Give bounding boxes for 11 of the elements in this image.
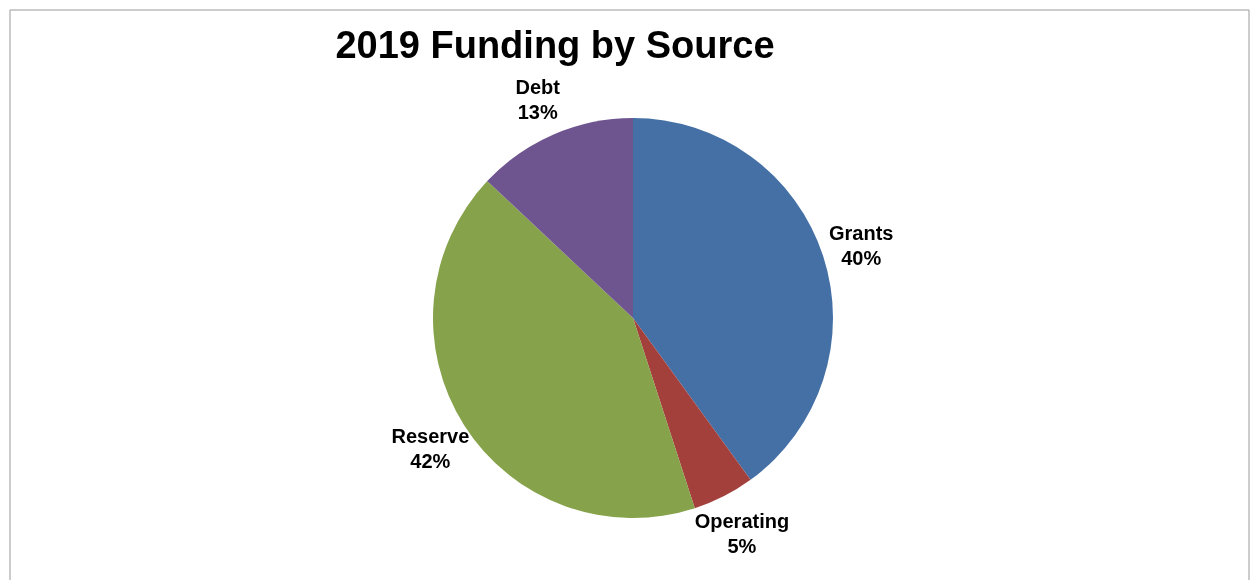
data-label: 42% <box>410 449 451 472</box>
data-label: 5% <box>727 534 757 557</box>
slice-label: Debt <box>515 75 561 98</box>
slice-label: Grants <box>829 221 894 244</box>
pie-slice <box>633 318 751 509</box>
slice-label: Reserve <box>391 424 470 447</box>
slice-label: Operating <box>694 509 790 532</box>
data-label: 40% <box>841 246 882 269</box>
pie-slice <box>487 118 633 318</box>
data-label: 13% <box>517 100 558 123</box>
chart-title: 2019 Funding by Source <box>335 24 775 66</box>
